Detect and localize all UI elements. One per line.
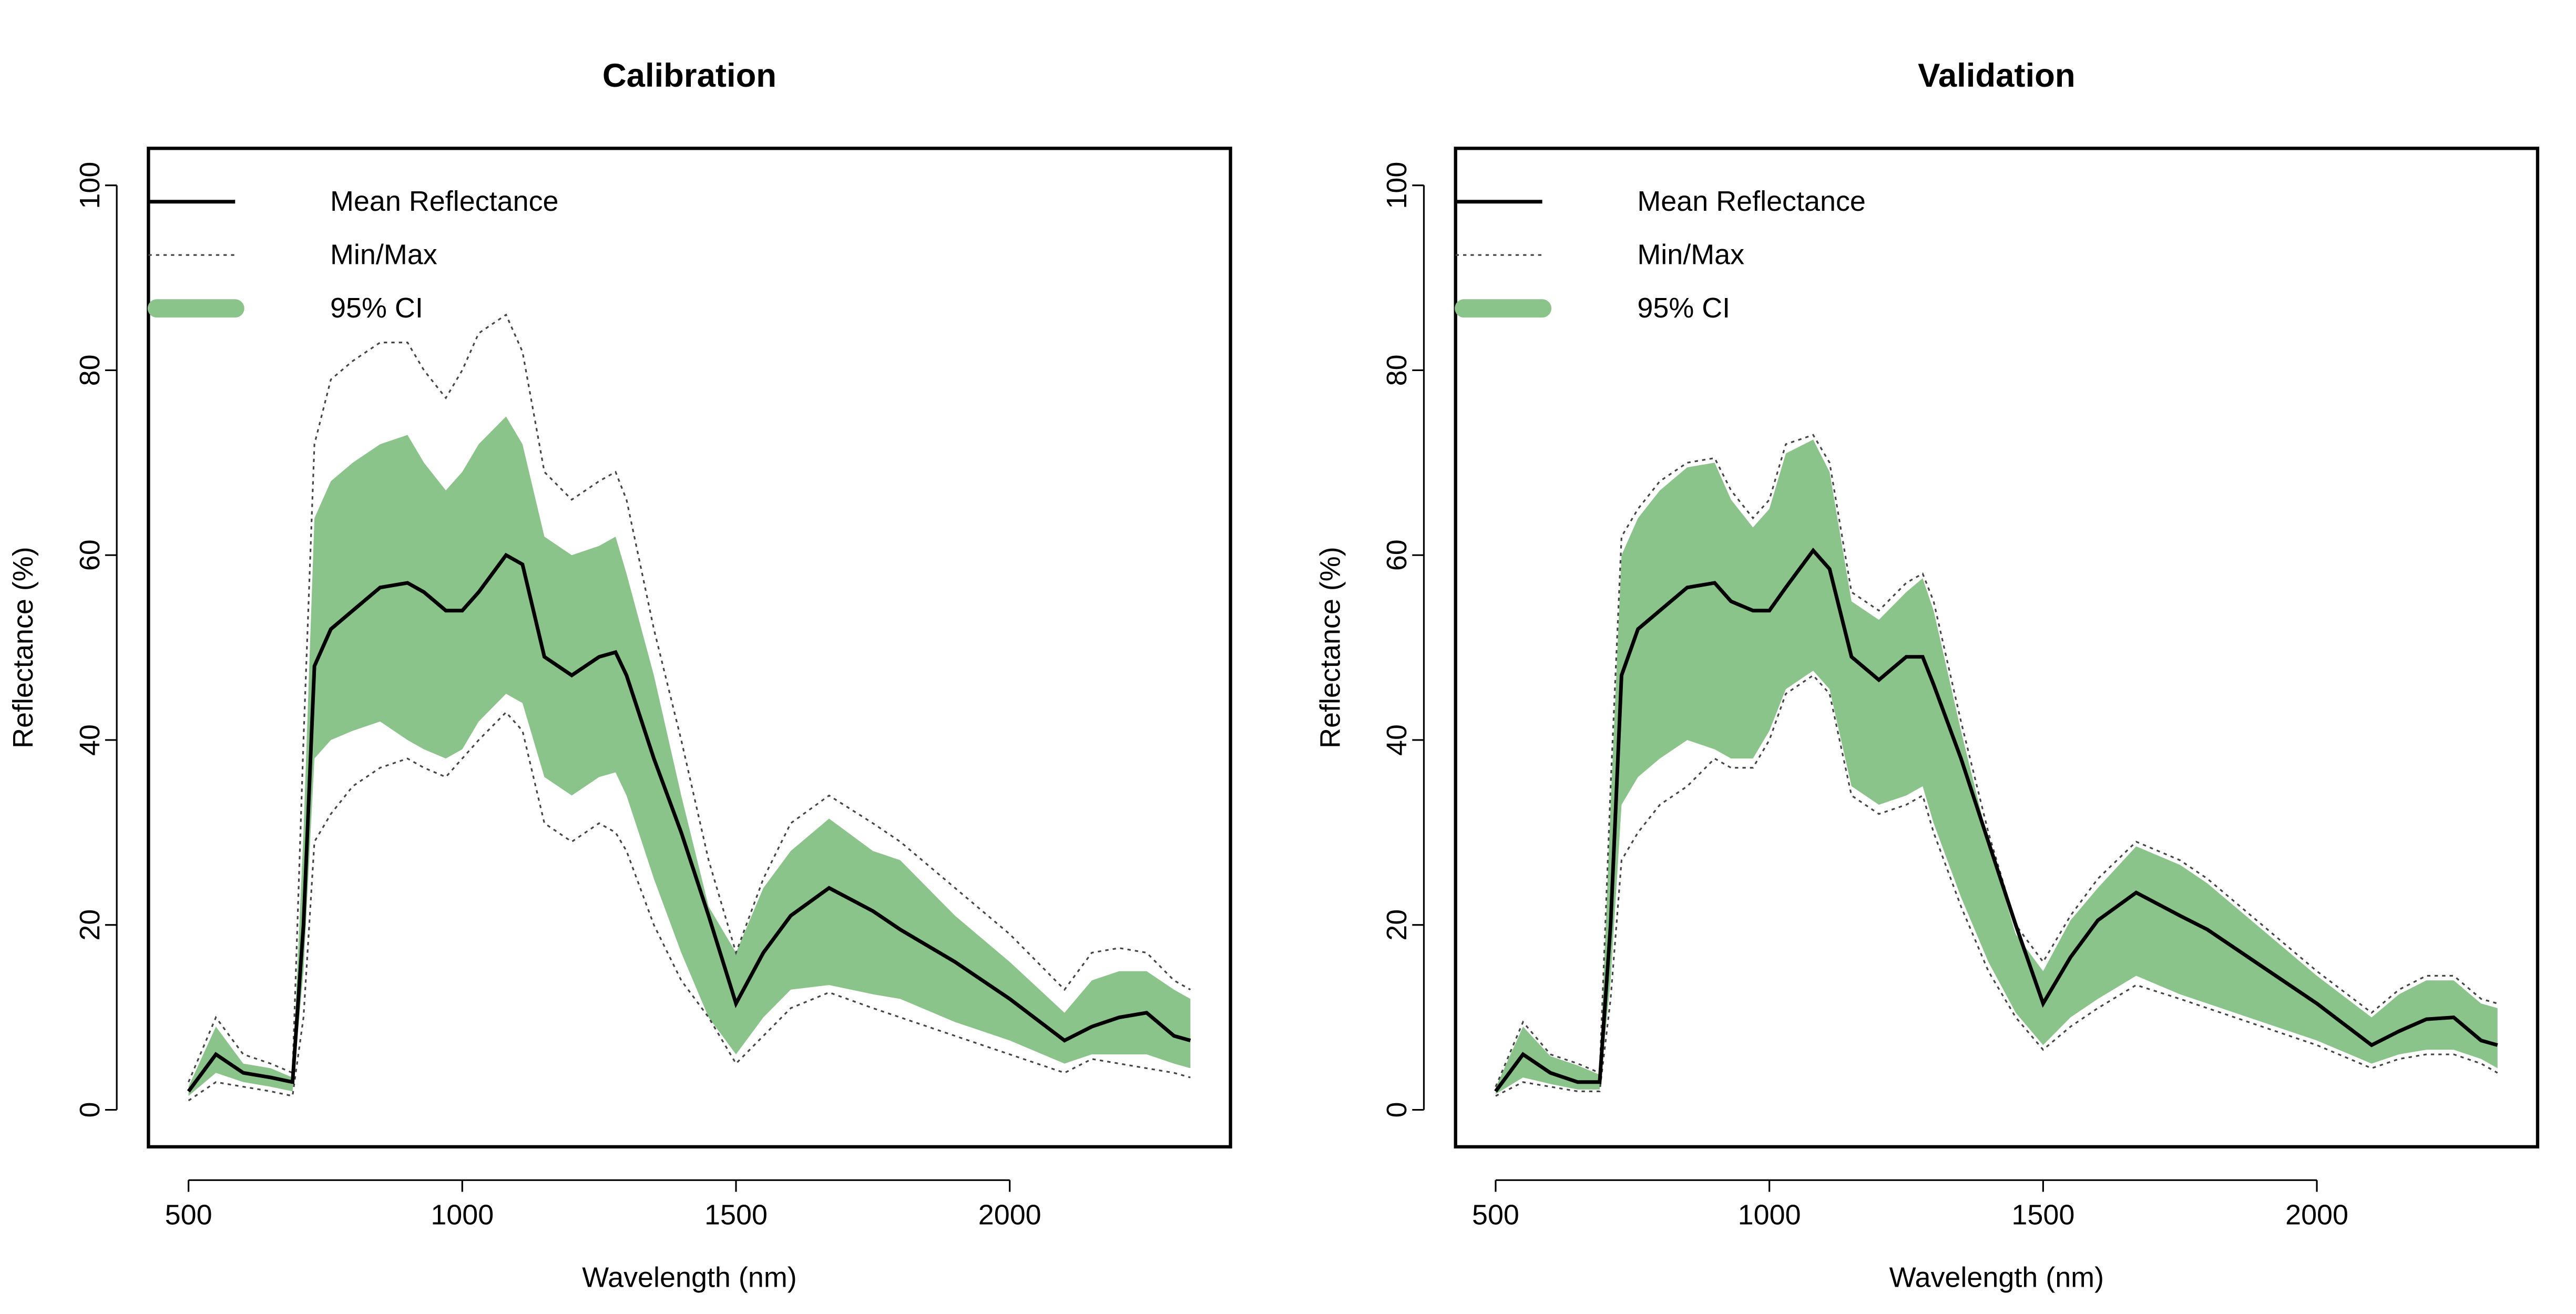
max-line (188, 313, 1191, 1083)
y-axis-label: Reflectance (%) (7, 547, 39, 748)
legend-label: Min/Max (330, 239, 437, 271)
y-tick-label: 0 (1381, 1102, 1413, 1118)
x-tick-label: 1000 (1738, 1199, 1801, 1230)
x-tick-label: 1500 (2011, 1199, 2074, 1230)
y-tick-label: 20 (74, 909, 106, 941)
chart-title: Calibration (602, 57, 776, 94)
legend-label: Mean Reflectance (330, 186, 559, 217)
ci-band (1495, 439, 2498, 1094)
x-axis-label: Wavelength (nm) (1889, 1261, 2104, 1293)
x-tick-label: 1500 (704, 1199, 768, 1230)
y-tick-label: 60 (1381, 539, 1413, 571)
legend-label: 95% CI (1637, 292, 1730, 324)
y-tick-label: 80 (1381, 354, 1413, 386)
y-tick-label: 20 (1381, 909, 1413, 941)
x-tick-label: 500 (165, 1199, 212, 1230)
x-tick-label: 2000 (978, 1199, 1041, 1230)
plot-box (1454, 147, 2540, 1149)
max-line (1495, 434, 2498, 1087)
y-tick-label: 40 (1381, 724, 1413, 756)
x-tick-label: 500 (1472, 1199, 1519, 1230)
y-tick-label: 40 (74, 724, 106, 756)
chart-title: Validation (1918, 57, 2075, 94)
y-tick-label: 60 (74, 539, 106, 571)
mean-line (1494, 547, 2498, 1093)
legend-label: Mean Reflectance (1637, 186, 1866, 217)
mean-line (187, 552, 1191, 1093)
min-line (188, 711, 1191, 1102)
x-axis-label: Wavelength (nm) (582, 1261, 796, 1293)
y-tick-label: 100 (1381, 162, 1413, 209)
y-tick-label: 80 (74, 354, 106, 386)
legend-label: Min/Max (1637, 239, 1744, 271)
legend-label: 95% CI (330, 292, 423, 324)
plot-box (147, 147, 1232, 1149)
y-tick-label: 0 (74, 1102, 106, 1118)
min-line (1495, 674, 2498, 1097)
y-axis-label: Reflectance (%) (1314, 547, 1346, 748)
ci-band (188, 416, 1191, 1096)
x-tick-label: 1000 (431, 1199, 494, 1230)
x-tick-label: 2000 (2285, 1199, 2348, 1230)
y-tick-label: 100 (74, 162, 106, 209)
